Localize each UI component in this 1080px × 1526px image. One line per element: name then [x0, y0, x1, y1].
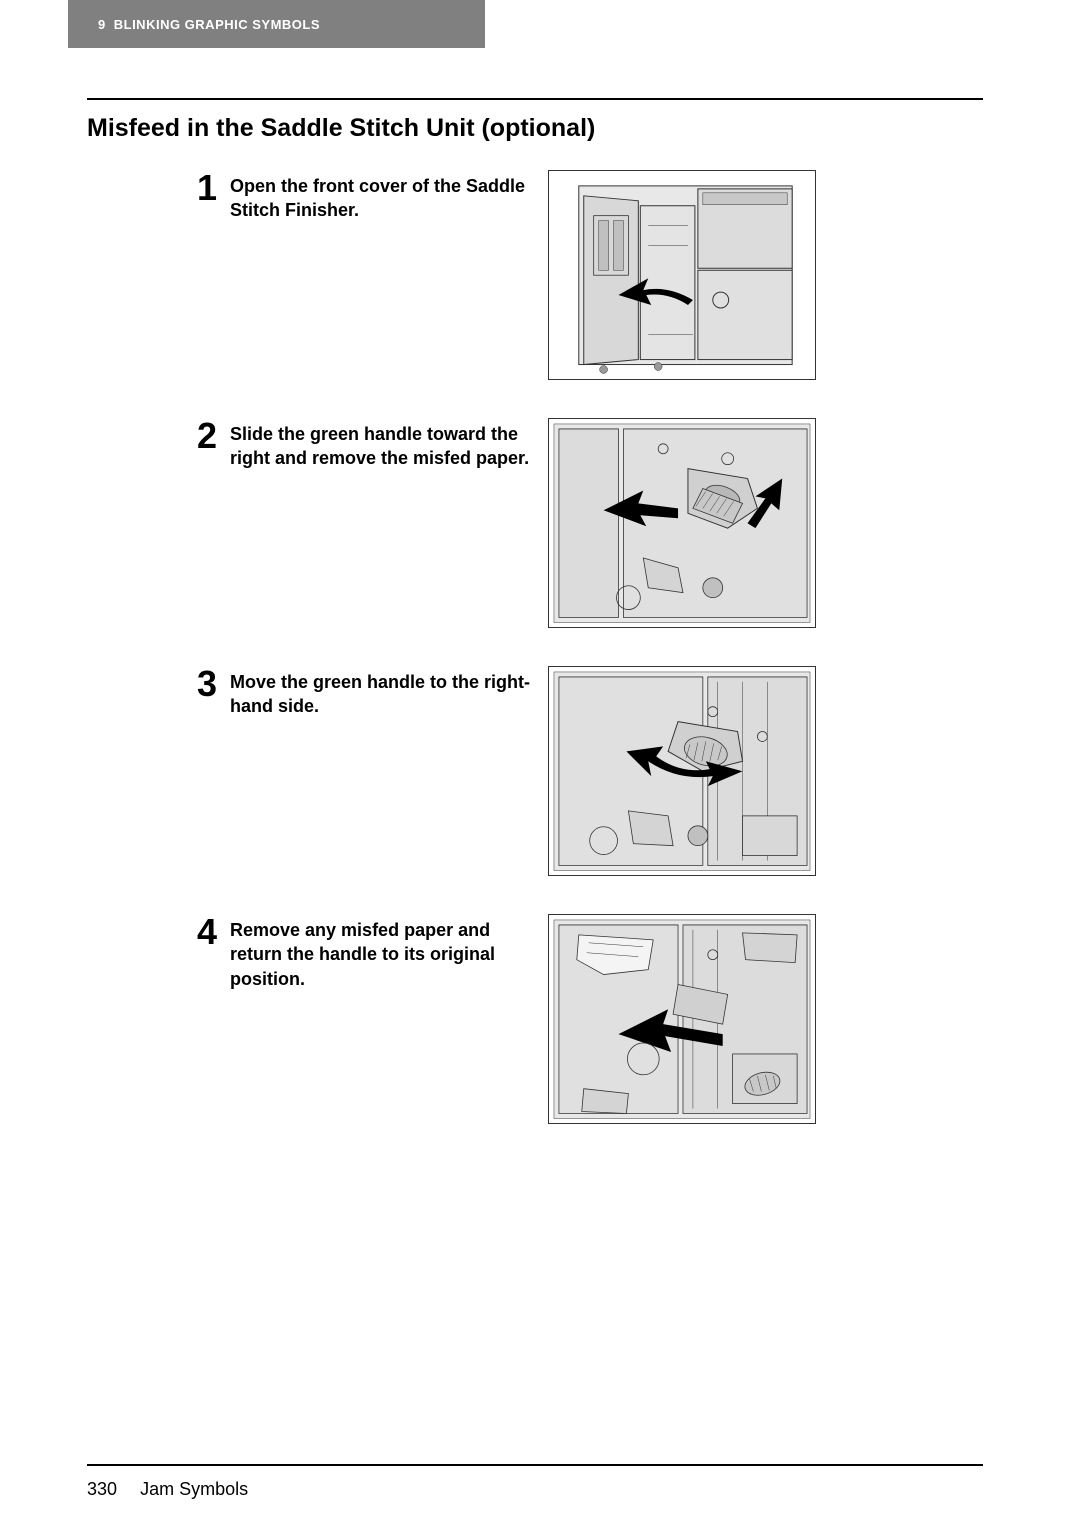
step-item: 1 Open the front cover of the Saddle Sti…: [188, 170, 816, 418]
step-number: 2: [188, 418, 226, 454]
step-text: Remove any misfed paper and return the h…: [230, 914, 530, 991]
chapter-header: 9 BLINKING GRAPHIC SYMBOLS: [68, 0, 485, 48]
step-text: Slide the green handle toward the right …: [230, 418, 530, 471]
steps-list: 1 Open the front cover of the Saddle Sti…: [188, 170, 816, 1162]
chapter-title: BLINKING GRAPHIC SYMBOLS: [114, 17, 320, 32]
chapter-number: 9: [98, 17, 106, 32]
step-number: 1: [188, 170, 226, 206]
step-text: Move the green handle to the right-hand …: [230, 666, 530, 719]
section-divider: [87, 98, 983, 100]
remove-paper-diagram: [549, 915, 815, 1123]
step-text: Open the front cover of the Saddle Stitc…: [230, 170, 530, 223]
step-diagram: [548, 914, 816, 1124]
step-item: 4 Remove any misfed paper and return the…: [188, 914, 816, 1162]
move-handle-diagram: [549, 667, 815, 875]
slide-handle-diagram: [549, 419, 815, 627]
step-diagram: [548, 418, 816, 628]
printer-front-cover-diagram: [549, 171, 815, 379]
step-diagram: [548, 170, 816, 380]
step-item: 2 Slide the green handle toward the righ…: [188, 418, 816, 666]
step-number: 3: [188, 666, 226, 702]
footer-divider: [87, 1464, 983, 1466]
footer-section-label: Jam Symbols: [140, 1479, 248, 1499]
step-item: 3 Move the green handle to the right-han…: [188, 666, 816, 914]
step-diagram: [548, 666, 816, 876]
page-number: 330: [87, 1479, 117, 1499]
step-number: 4: [188, 914, 226, 950]
page-footer: 330 Jam Symbols: [87, 1479, 248, 1500]
section-title: Misfeed in the Saddle Stitch Unit (optio…: [87, 114, 595, 143]
